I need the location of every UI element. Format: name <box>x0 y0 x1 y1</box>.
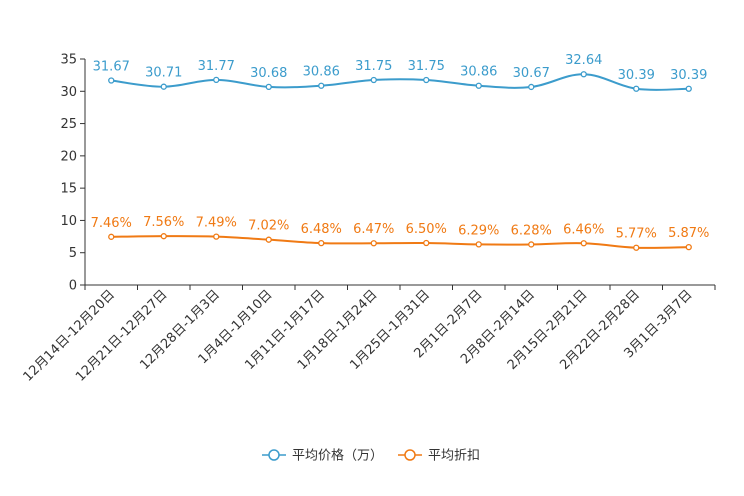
legend-marker-icon <box>404 449 416 461</box>
data-point <box>160 83 167 90</box>
data-point <box>370 240 377 247</box>
data-label: 30.39 <box>670 68 707 83</box>
data-label: 6.50% <box>406 222 447 237</box>
y-tick-label: 0 <box>69 279 77 294</box>
data-label: 32.64 <box>565 53 602 68</box>
data-label: 6.46% <box>563 222 604 237</box>
data-point <box>685 85 692 92</box>
data-label: 6.28% <box>511 223 552 238</box>
data-label: 5.77% <box>616 227 657 242</box>
data-label: 6.48% <box>301 222 342 237</box>
data-point <box>580 240 587 247</box>
x-tick-label: 12月14日-12月20日 <box>21 287 118 384</box>
y-tick-label: 5 <box>69 246 77 261</box>
data-label: 6.47% <box>353 222 394 237</box>
y-tick-label: 35 <box>60 53 77 68</box>
data-label: 30.86 <box>460 65 497 80</box>
data-point <box>160 233 167 240</box>
data-label: 6.29% <box>458 223 499 238</box>
data-point <box>528 83 535 91</box>
data-point <box>423 239 430 247</box>
data-point <box>528 241 535 248</box>
data-point <box>265 236 272 243</box>
data-label: 31.67 <box>93 60 130 75</box>
legend-item-2: 平均折扣 <box>398 449 480 464</box>
data-label: 30.39 <box>618 68 655 83</box>
data-point <box>213 76 220 84</box>
data-label: 31.77 <box>198 59 235 74</box>
legend-label: 平均折扣 <box>428 449 480 464</box>
data-point <box>475 82 482 89</box>
legend-label: 平均价格（万） <box>292 448 383 464</box>
series-2: 7.46% 7.56% 7.49% 7.02% 6.48% 6.47% 6.50% 6.29%… <box>91 215 709 251</box>
series-1: 31.67 30.71 31.77 30.68 30.86 31.75 31.75 30.86… <box>93 53 707 92</box>
y-tick-label: 15 <box>60 182 77 197</box>
data-point <box>108 77 115 84</box>
data-point <box>213 233 220 240</box>
data-label: 30.67 <box>513 66 550 81</box>
legend: 平均价格（万） 平均折扣 <box>262 448 480 464</box>
data-point <box>265 83 272 91</box>
data-point <box>580 71 587 78</box>
data-label: 5.87% <box>668 226 709 241</box>
data-label: 31.75 <box>408 59 445 74</box>
data-label: 7.02% <box>248 219 289 234</box>
data-label: 7.46% <box>91 216 132 231</box>
data-label: 30.86 <box>303 65 340 80</box>
series-line <box>111 73 689 91</box>
data-point <box>318 82 325 89</box>
data-label: 7.56% <box>143 215 184 230</box>
data-label: 31.75 <box>355 59 392 74</box>
x-tick-label: 12月21日-12月27日 <box>73 287 170 384</box>
data-point <box>318 240 325 247</box>
data-point <box>475 241 482 248</box>
legend-marker-icon <box>268 449 280 461</box>
data-point <box>370 76 377 84</box>
legend-item-1: 平均价格（万） <box>262 448 383 464</box>
y-tick-label: 10 <box>60 214 77 229</box>
series-line <box>111 235 689 249</box>
data-point <box>423 76 430 84</box>
y-tick-label: 20 <box>60 149 77 164</box>
data-point <box>108 233 115 240</box>
data-label: 30.71 <box>145 66 182 81</box>
y-tick-label: 30 <box>60 85 77 100</box>
y-tick-label: 25 <box>60 117 77 132</box>
data-point <box>633 244 640 251</box>
data-label: 7.49% <box>196 216 237 231</box>
data-point <box>633 85 640 92</box>
data-point <box>685 243 692 251</box>
data-label: 30.68 <box>250 66 287 81</box>
